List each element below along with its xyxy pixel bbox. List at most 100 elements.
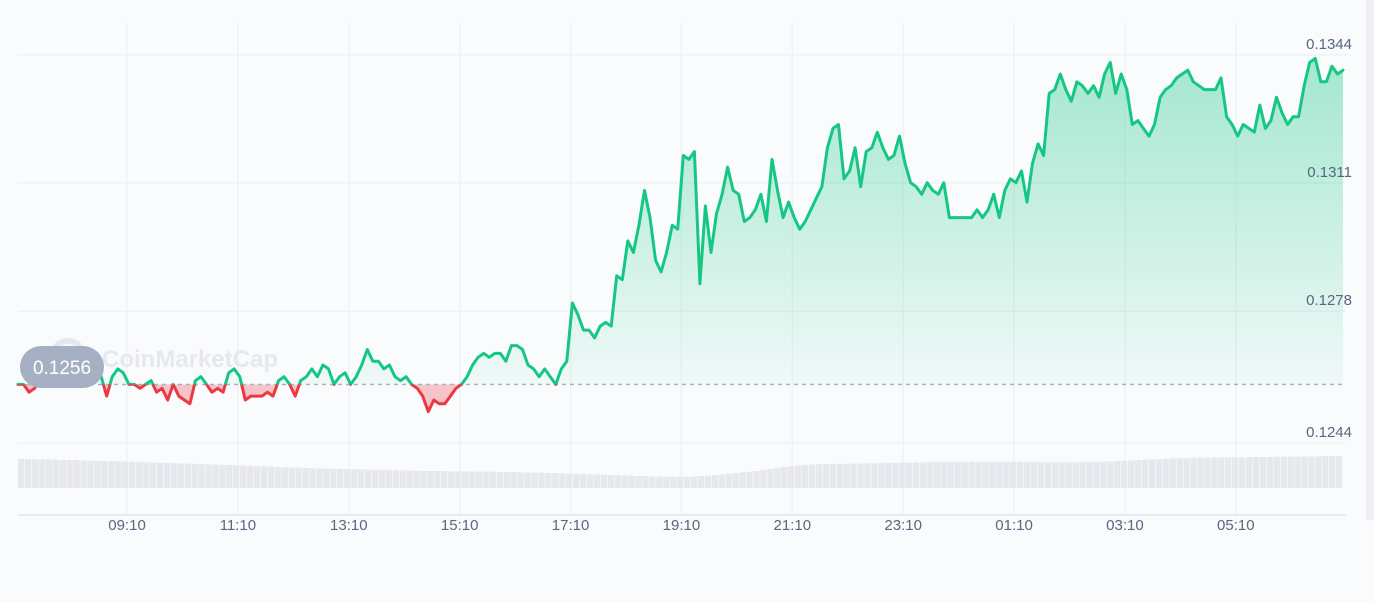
volume-bar <box>482 471 490 488</box>
price-area-up <box>18 58 1343 385</box>
volume-bar <box>593 474 601 488</box>
volume-bar <box>864 463 871 488</box>
volume-bar <box>1010 461 1017 488</box>
volume-bar <box>1232 457 1239 488</box>
volume-bar <box>649 476 656 488</box>
volume-bar <box>996 461 1003 488</box>
volume-bar <box>656 476 663 488</box>
volume-bar <box>170 463 177 488</box>
volume-bar <box>711 475 719 488</box>
volume-bar <box>38 459 46 488</box>
volume-bar <box>1252 457 1260 488</box>
volume-bar <box>101 461 108 488</box>
volume-bar <box>163 462 171 488</box>
volume-bar <box>489 471 497 488</box>
volume-bar <box>545 473 552 488</box>
volume-bar <box>947 462 954 488</box>
volume-bar <box>1065 462 1072 488</box>
volume-bar <box>718 474 725 488</box>
volume-bar <box>1308 456 1315 488</box>
volume-bar <box>1280 456 1287 488</box>
volume-bar <box>1141 459 1149 488</box>
volume-bar <box>1294 456 1301 488</box>
volume-bar <box>434 471 441 488</box>
x-tick-label: 01:10 <box>995 517 1033 534</box>
volume-bar <box>260 466 268 488</box>
x-axis: 09:10 11:10 13:10 15:10 17:10 19:10 21:10 23:10… <box>108 517 1254 534</box>
right-scrollbar[interactable] <box>1366 0 1374 520</box>
volume-bar <box>288 467 295 488</box>
volume-bar <box>1211 457 1218 488</box>
volume-bar <box>670 476 677 488</box>
volume-bar <box>975 461 982 488</box>
volume-bar <box>1162 458 1169 488</box>
volume-bar <box>677 476 684 488</box>
volume-bar <box>406 470 413 488</box>
volume-bar <box>1058 462 1065 488</box>
volume-bar <box>337 468 344 488</box>
x-tick-label: 05:10 <box>1217 517 1255 534</box>
volume-bar <box>427 471 434 488</box>
y-tick-label: 0.1278 <box>1306 292 1352 309</box>
volume-bar <box>1023 461 1031 488</box>
baseline-badge-label: 0.1256 <box>33 358 91 379</box>
volume-bar <box>385 469 393 488</box>
volume-bar <box>607 475 614 488</box>
volume-bar <box>420 471 427 488</box>
volume-bar <box>829 463 836 488</box>
volume-bar <box>572 473 580 488</box>
volume-bar <box>1044 462 1052 488</box>
volume-bar <box>1315 456 1322 488</box>
volume-bar <box>781 466 788 488</box>
x-tick-label: 19:10 <box>663 517 701 534</box>
volume-bar <box>857 463 864 488</box>
volume-bar <box>940 462 947 488</box>
volume-bar <box>559 473 566 488</box>
volume-bar <box>475 471 483 488</box>
volume-bar <box>822 464 830 488</box>
volume-bar <box>1148 459 1156 488</box>
volume-bar <box>1176 458 1183 488</box>
watermark-text: CoinMarketCap <box>102 346 278 373</box>
volume-bar <box>108 461 115 488</box>
volume-bar <box>52 459 60 488</box>
volume-bar <box>59 459 66 488</box>
volume-bars <box>18 456 1343 488</box>
volume-bar <box>309 468 316 488</box>
volume-bar <box>524 472 531 488</box>
volume-bar <box>135 462 143 488</box>
volume-bar <box>517 472 524 488</box>
volume-bar <box>1259 457 1267 488</box>
volume-bar <box>704 475 712 488</box>
volume-bar <box>725 473 732 488</box>
volume-bar <box>149 462 157 488</box>
volume-bar <box>226 464 233 488</box>
volume-bar <box>836 463 843 488</box>
volume-bar <box>323 468 330 488</box>
volume-bar <box>94 460 101 488</box>
volume-bar <box>239 465 247 488</box>
volume-bar <box>1051 462 1058 488</box>
x-tick-label: 21:10 <box>774 517 812 534</box>
volume-bar <box>808 464 816 488</box>
baseline-badge: 0.1256 <box>20 346 104 388</box>
volume-bar <box>1086 461 1093 488</box>
volume-bar <box>246 465 254 488</box>
volume-bar <box>1030 461 1038 488</box>
volume-bar <box>905 462 913 488</box>
volume-bar <box>794 465 802 488</box>
volume-bar <box>45 459 53 488</box>
volume-bar <box>1336 456 1343 488</box>
volume-bar <box>663 476 670 488</box>
volume-bar <box>392 470 399 488</box>
x-tick-label: 11:10 <box>220 517 256 534</box>
volume-bar <box>1121 460 1128 488</box>
volume-bar <box>531 472 538 488</box>
volume-bar <box>364 469 372 488</box>
volume-bar <box>642 476 649 488</box>
x-tick-label: 09:10 <box>108 517 146 534</box>
volume-bar <box>850 463 857 488</box>
volume-bar <box>1301 456 1308 488</box>
